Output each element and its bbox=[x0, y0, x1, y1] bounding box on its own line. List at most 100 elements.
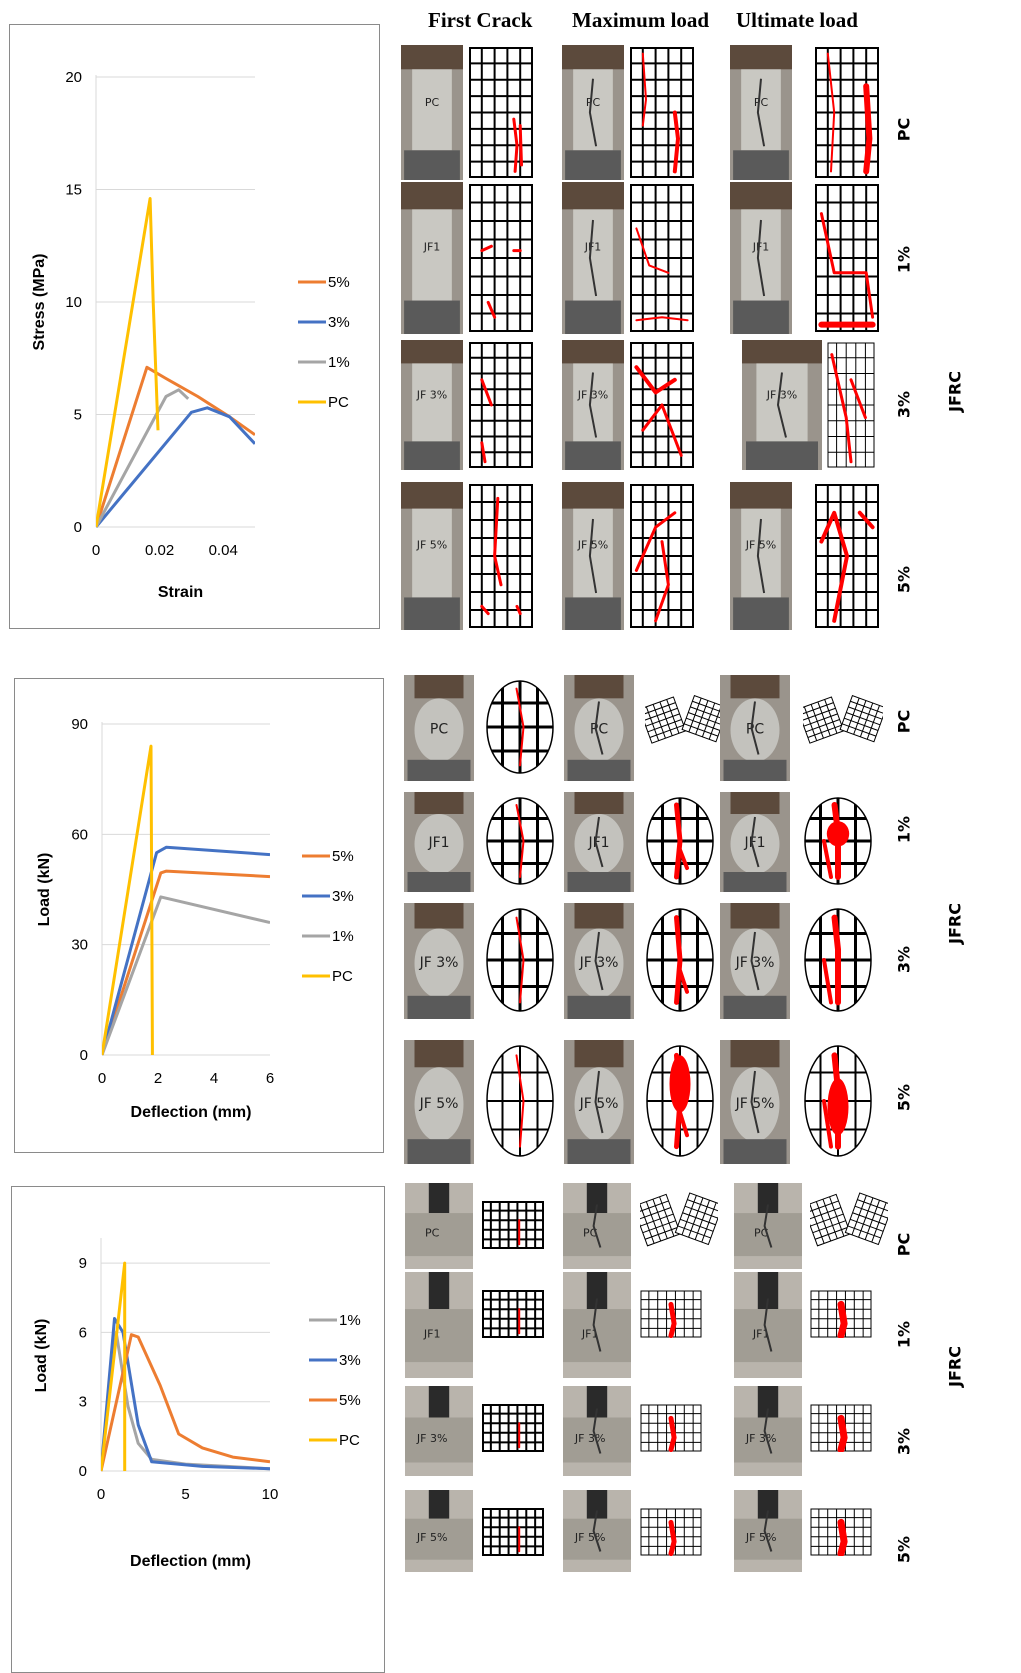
specimen-photo: JF 5% bbox=[734, 1490, 802, 1572]
specimen-photo: JF 3% bbox=[720, 903, 790, 1019]
x-tick-label: 0.02 bbox=[145, 542, 174, 559]
chart-flexure-box: 0 3 6 9 0 5 10 Deflection (mm) Load (kN) 1% 3% 5% PC bbox=[11, 1186, 385, 1673]
specimen-photo: JF 3% bbox=[404, 903, 474, 1019]
crack-sketch bbox=[640, 1404, 702, 1453]
crack-sketch bbox=[640, 1290, 702, 1339]
crack-sketch bbox=[827, 342, 875, 468]
svg-text:JF1: JF1 bbox=[427, 835, 449, 851]
specimen-photo: JF1 bbox=[734, 1272, 802, 1378]
chart-splitting-box: 0 30 60 90 0 2 4 6 Deflection (mm) Load (kN) 5% 3% 1… bbox=[14, 678, 384, 1153]
y-axis-title: Load (kN) bbox=[36, 853, 53, 927]
crack-sketch bbox=[485, 907, 555, 1013]
specimen-photo: PC bbox=[563, 1183, 631, 1269]
y-tick-label: 0 bbox=[80, 1047, 88, 1064]
crack-sketch bbox=[640, 1508, 702, 1557]
svg-text:JF1: JF1 bbox=[587, 835, 609, 851]
y-tick-label: 3 bbox=[79, 1394, 87, 1411]
crack-sketch bbox=[469, 342, 533, 468]
svg-text:PC: PC bbox=[425, 1226, 440, 1239]
specimen-photo: JF1 bbox=[564, 792, 634, 892]
crack-sketch bbox=[810, 1290, 872, 1340]
series-line-pc bbox=[102, 744, 154, 1056]
specimen-photo: JF 3% bbox=[562, 340, 624, 470]
x-tick-label: 10 bbox=[262, 1486, 279, 1503]
specimen-photo: PC bbox=[404, 675, 474, 781]
svg-text:JF 5%: JF 5% bbox=[745, 1531, 777, 1544]
crack-sketch bbox=[632, 1191, 724, 1261]
svg-text:JF 3%: JF 3% bbox=[735, 955, 775, 971]
svg-text:JF 5%: JF 5% bbox=[416, 539, 448, 552]
y-tick-label: 6 bbox=[79, 1324, 87, 1341]
y-tick-label: 5 bbox=[74, 407, 82, 424]
row-label-pc: PC bbox=[894, 117, 914, 142]
x-tick-label: 0.04 bbox=[209, 542, 238, 559]
specimen-photo: PC bbox=[401, 45, 463, 180]
specimen-photo: JF 3% bbox=[563, 1386, 631, 1476]
crack-sketch bbox=[803, 1044, 873, 1158]
series-line-pc bbox=[96, 197, 160, 528]
legend-label: 1% bbox=[328, 354, 350, 371]
y-tick-label: 30 bbox=[71, 937, 88, 954]
crack-sketch bbox=[485, 679, 555, 775]
header-maximum-load: Maximum load bbox=[572, 8, 710, 32]
crack-sketch bbox=[815, 47, 879, 178]
crack-sketch bbox=[638, 694, 729, 755]
x-tick-label: 4 bbox=[210, 1070, 218, 1087]
specimen-photo: JF 3% bbox=[742, 340, 822, 470]
row-label-1pct: 1% bbox=[894, 815, 914, 844]
specimen-photo: JF 3% bbox=[405, 1386, 473, 1476]
crack-sketch bbox=[482, 1290, 544, 1338]
row-label-5pct: 5% bbox=[894, 1535, 914, 1564]
row-label-5pct: 5% bbox=[894, 1083, 914, 1112]
specimen-photo: JF 5% bbox=[563, 1490, 631, 1572]
series-line-pc bbox=[101, 1261, 127, 1472]
svg-text:JF1: JF1 bbox=[423, 240, 441, 253]
specimen-photo: PC bbox=[405, 1183, 473, 1269]
svg-text:JF1: JF1 bbox=[581, 1328, 599, 1341]
svg-text:JF 3%: JF 3% bbox=[579, 955, 619, 971]
svg-text:JF 5%: JF 5% bbox=[745, 539, 777, 552]
specimen-photo: JF1 bbox=[720, 792, 790, 892]
legend-label: 3% bbox=[332, 888, 354, 905]
svg-text:JF 3%: JF 3% bbox=[766, 389, 798, 402]
x-axis-title: Strain bbox=[158, 584, 203, 601]
crack-sketch bbox=[469, 484, 533, 628]
svg-text:JF1: JF1 bbox=[423, 1328, 441, 1341]
legend-label: PC bbox=[332, 968, 353, 985]
crack-sketch bbox=[630, 342, 694, 468]
y-tick-label: 0 bbox=[79, 1463, 87, 1480]
row-label-pc: PC bbox=[894, 1232, 914, 1257]
series-line-5pct bbox=[101, 1333, 270, 1472]
specimen-photo: JF 5% bbox=[730, 482, 792, 630]
x-tick-label: 0 bbox=[92, 542, 100, 559]
specimen-photo: JF 5% bbox=[405, 1490, 473, 1572]
svg-text:PC: PC bbox=[430, 721, 448, 737]
series-line-3pct bbox=[101, 1317, 270, 1472]
svg-text:JF 5%: JF 5% bbox=[735, 1096, 775, 1112]
crack-sketch bbox=[815, 184, 879, 332]
y-tick-label: 0 bbox=[74, 519, 82, 536]
series-line-3pct bbox=[96, 406, 255, 528]
row-label-5pct: 5% bbox=[894, 565, 914, 594]
stress-strain-chart: 0 5 10 15 20 0 0.02 0.04 Strain Stress (MPa) 5% 3% 1… bbox=[31, 69, 350, 601]
crack-sketch bbox=[485, 796, 555, 886]
legend-label: 3% bbox=[339, 1352, 361, 1369]
svg-text:JF 3%: JF 3% bbox=[574, 1432, 606, 1445]
legend-label: 1% bbox=[339, 1312, 361, 1329]
svg-text:JF 3%: JF 3% bbox=[419, 955, 459, 971]
svg-text:PC: PC bbox=[754, 96, 769, 109]
crack-sketch bbox=[630, 484, 694, 628]
group-label-jfrc: JFRC bbox=[945, 1346, 965, 1387]
y-tick-label: 15 bbox=[65, 182, 82, 199]
group-label-jfrc: JFRC bbox=[945, 903, 965, 944]
crack-sketch bbox=[803, 907, 873, 1013]
specimen-photo: PC bbox=[562, 45, 624, 180]
crack-sketch bbox=[645, 1044, 715, 1158]
svg-text:JF 3%: JF 3% bbox=[745, 1432, 777, 1445]
row-label-1pct: 1% bbox=[894, 245, 914, 274]
specimen-photo: PC bbox=[734, 1183, 802, 1269]
crack-sketch bbox=[482, 1508, 544, 1556]
y-axis-title: Load (kN) bbox=[33, 1319, 50, 1393]
crack-sketch bbox=[796, 694, 887, 755]
header-ultimate-load: Ultimate load bbox=[736, 8, 858, 32]
